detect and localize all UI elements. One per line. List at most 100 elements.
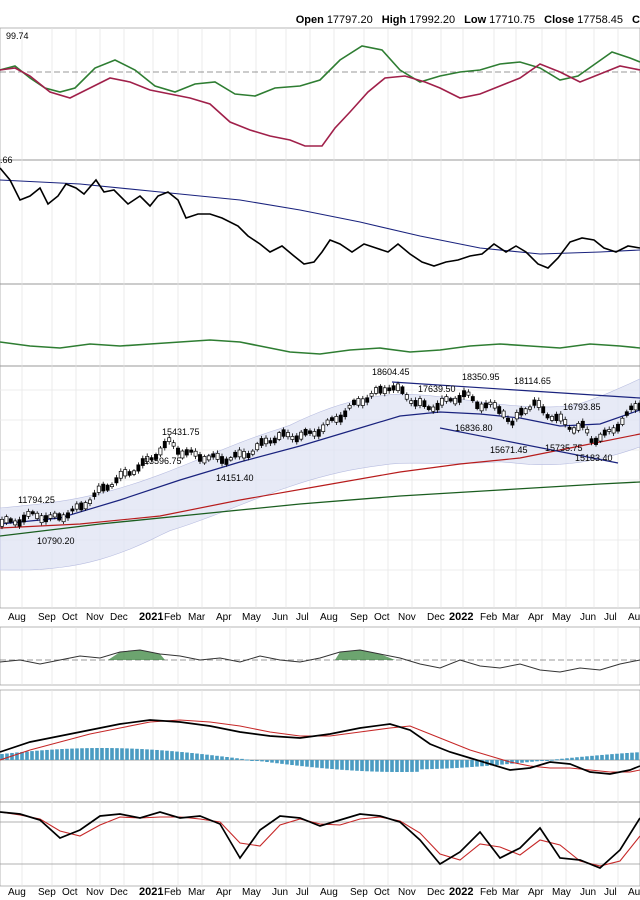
panel2-black-line	[0, 167, 640, 269]
macd-bar-40	[200, 754, 204, 760]
candle-body-55	[242, 451, 246, 459]
candle-body-135	[594, 437, 598, 445]
macd-bar-8	[40, 750, 44, 760]
candle-body-42	[184, 449, 189, 456]
price-annotation-1: 17639.50	[418, 384, 456, 394]
candle-body-27	[118, 470, 123, 479]
macd-bar-34	[170, 751, 174, 760]
candle-body-97	[426, 406, 431, 410]
candle-body-33	[145, 456, 150, 463]
macd-bar-119	[595, 755, 599, 760]
macd-bar-7	[35, 750, 39, 760]
candle-body-59	[259, 438, 264, 446]
candle-body-92	[404, 394, 409, 400]
candle-body-39	[171, 442, 176, 447]
x-axis-bottom-17: 2022	[449, 886, 473, 898]
candle-body-139	[611, 427, 616, 434]
x-axis-bottom-18: Feb	[480, 887, 498, 898]
x-axis-top-19: Mar	[502, 612, 520, 623]
candle-body-86	[378, 385, 383, 394]
close-value: 17758.45	[577, 14, 623, 26]
candle-body-112	[492, 402, 497, 409]
macd-bar-25	[125, 748, 129, 760]
candle-body-50	[220, 456, 224, 464]
x-axis-top-12: Aug	[320, 612, 338, 623]
candle-body-131	[576, 423, 581, 431]
candle-body-64	[281, 429, 286, 437]
x-axis-top-14: Oct	[374, 612, 390, 623]
panel1-green-line	[0, 45, 640, 97]
macd-bar-49	[245, 759, 249, 761]
candle-body-108	[475, 401, 480, 409]
x-axis-top-20: Apr	[528, 612, 544, 623]
panel-frame-1	[0, 159, 640, 285]
x-axis-bottom-21: May	[552, 887, 571, 898]
candle-body-68	[299, 431, 304, 440]
candle-body-114	[501, 410, 506, 418]
candle-body-77	[338, 414, 343, 423]
macd-bar-104	[520, 760, 524, 763]
candle-body-94	[413, 400, 418, 407]
macd-bar-98	[490, 760, 494, 766]
high-label: High	[381, 14, 407, 26]
panel2-value: .66	[0, 155, 13, 165]
macd-bar-87	[435, 760, 439, 769]
macd-bar-23	[115, 748, 119, 760]
macd-bar-42	[210, 755, 214, 760]
candle-body-76	[334, 416, 339, 423]
candle-body-90	[396, 383, 400, 391]
candle-body-78	[343, 410, 348, 418]
panel-frame-5	[0, 689, 640, 803]
price-annotation-11: 15183.40	[575, 453, 613, 463]
price-annotation-5: 16836.80	[455, 423, 493, 433]
candle-body-2	[8, 518, 13, 523]
macd-bar-96	[480, 760, 484, 767]
candle-body-32	[140, 458, 145, 466]
price-annotation-7: 13596.75	[144, 456, 182, 466]
macd-bar-115	[575, 757, 579, 760]
macd-bar-29	[145, 749, 149, 760]
macd-bar-83	[415, 760, 419, 772]
candle-body-117	[514, 412, 519, 420]
macd-bar-106	[530, 760, 534, 762]
candle-body-142	[624, 411, 629, 416]
candle-body-82	[360, 398, 365, 406]
price-annotation-6: 16793.85	[563, 402, 601, 412]
candle-body-84	[369, 393, 374, 397]
candle-body-83	[365, 397, 370, 403]
panel-frame-0	[0, 27, 640, 161]
candle-body-58	[255, 443, 260, 451]
candle-body-103	[453, 397, 458, 405]
candle-body-122	[536, 400, 541, 408]
price-annotation-13: 10790.20	[37, 536, 75, 546]
macd-bar-121	[605, 754, 609, 760]
candle-body-8	[35, 512, 40, 519]
x-axis-top-21: May	[552, 612, 571, 623]
candle-body-62	[272, 437, 277, 444]
x-axis-bottom-22: Jun	[580, 887, 596, 898]
macd-bar-78	[390, 760, 394, 772]
x-axis-bottom-6: Feb	[164, 887, 182, 898]
candle-body-116	[510, 420, 515, 426]
macd-bar-3	[15, 752, 19, 760]
x-axis-bottom-23: Jul	[604, 887, 617, 898]
candle-body-65	[286, 432, 290, 438]
macd-bar-14	[70, 748, 74, 760]
macd-bar-61	[305, 760, 309, 767]
candle-body-4	[17, 519, 22, 527]
candle-body-109	[479, 403, 484, 412]
candle-body-75	[330, 417, 334, 421]
candle-body-67	[294, 435, 299, 443]
macd-bar-47	[235, 758, 239, 760]
candle-body-124	[545, 414, 550, 419]
panel7-k-line	[0, 811, 640, 869]
macd-bar-5	[25, 751, 29, 760]
macd-bar-103	[515, 760, 519, 764]
macd-bar-52	[260, 760, 264, 762]
macd-bar-69	[345, 760, 349, 771]
macd-bar-56	[280, 760, 284, 764]
x-axis-top-16: Dec	[427, 612, 445, 623]
ma-100-red	[0, 433, 640, 529]
x-axis-bottom-4: Dec	[110, 887, 128, 898]
macd-bar-90	[450, 760, 454, 769]
